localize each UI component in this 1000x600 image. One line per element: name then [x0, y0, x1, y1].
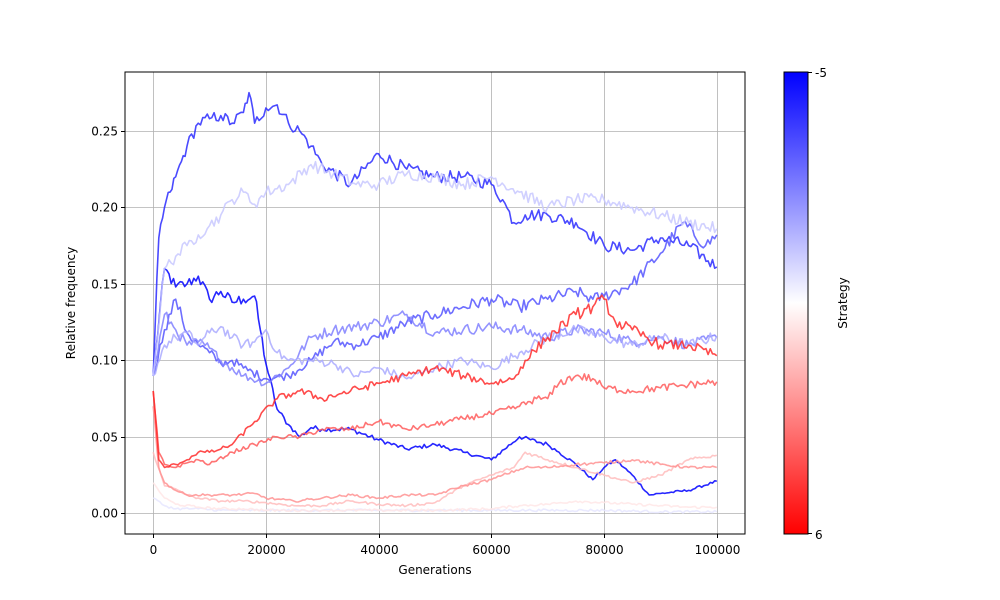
x-tick-label: 40000 [360, 543, 398, 557]
series-line-strategy-3 [152, 451, 718, 508]
x-tick-label: 100000 [695, 543, 741, 557]
series-line-strategy-5 [152, 373, 718, 469]
y-axis-label: Relative frequency [64, 247, 78, 359]
grid [125, 72, 745, 534]
x-tick-label: 20000 [247, 543, 285, 557]
y-tick-label: 0.05 [91, 431, 118, 445]
series-line-strategy--5 [152, 267, 717, 496]
y-tick-label: 0.25 [91, 125, 118, 139]
colorbar-top-label: -5 [815, 66, 827, 80]
series-group [152, 91, 718, 514]
plot-area-frame [124, 71, 746, 535]
series-line-strategy--2 [152, 310, 718, 387]
series-line-strategy-4 [152, 406, 718, 503]
colorbar-bottom-label: 6 [815, 528, 823, 542]
x-axis-label: Generations [398, 563, 471, 577]
series-line-strategy--1 [152, 324, 718, 380]
y-tick-label: 0.20 [91, 201, 118, 215]
y-tick-label: 0.00 [91, 507, 118, 521]
series-line-strategy-0 [152, 160, 718, 376]
y-axis-ticks: 0.00 0.05 0.10 0.15 0.20 0.25 [91, 125, 125, 521]
x-tick-label: 80000 [585, 543, 623, 557]
series-line-strategy--3 [152, 220, 718, 383]
x-tick-label: 60000 [472, 543, 510, 557]
y-tick-label: 0.15 [91, 278, 118, 292]
series-line-strategy-6 [152, 294, 718, 469]
y-tick-label: 0.10 [91, 354, 118, 368]
colorbar-label: Strategy [836, 277, 850, 328]
series-line-strategy-2 [152, 482, 718, 513]
x-tick-label: 0 [150, 543, 158, 557]
colorbar [783, 71, 809, 535]
x-axis-ticks: 0 20000 40000 60000 80000 100000 [150, 534, 741, 557]
